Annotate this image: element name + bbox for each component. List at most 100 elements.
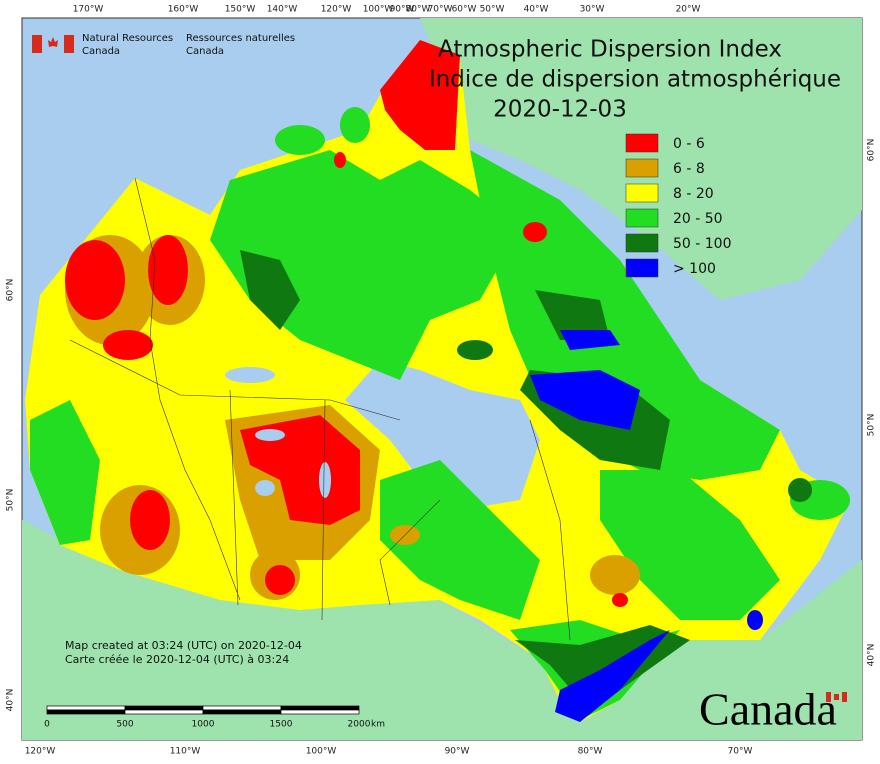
hudson-bay	[345, 360, 540, 510]
area-50-100	[457, 340, 493, 360]
area-20-50	[380, 460, 540, 620]
area-20-50	[275, 125, 325, 155]
legend-swatch	[625, 208, 659, 228]
top-longitude-label: 160°W	[168, 5, 199, 15]
scale-segment	[124, 709, 204, 715]
scale-segment	[124, 705, 204, 711]
bottom-longitude-label: 80°W	[578, 747, 603, 757]
united-states	[22, 520, 862, 740]
area-20-50	[600, 470, 780, 620]
area-0-6	[380, 40, 460, 150]
maple-leaf	[48, 37, 58, 47]
agency-fr: Canada	[186, 46, 224, 57]
bottom-longitude-label: 120°W	[25, 747, 56, 757]
scale-segment	[46, 705, 126, 711]
legend-swatch	[625, 133, 659, 153]
legend-label: 6 - 8	[673, 161, 705, 177]
area-0-6	[65, 240, 125, 320]
legend-label: 0 - 6	[673, 136, 705, 152]
area-20-50	[340, 107, 370, 143]
top-longitude-label: 60°W	[452, 5, 477, 15]
legend-swatch	[625, 158, 659, 178]
area-0-6	[130, 490, 170, 550]
legend-swatch	[625, 233, 659, 253]
bottom-longitude-label: 90°W	[445, 747, 470, 757]
area-100-plus	[555, 630, 670, 722]
legend-label: 8 - 20	[673, 186, 714, 202]
title-date: 2020-12-03	[493, 97, 627, 123]
legend-label: > 100	[673, 261, 716, 277]
flag-bar	[64, 35, 74, 53]
left-latitude-label: 50°N	[6, 489, 16, 512]
legend-swatch	[625, 258, 659, 278]
scale-label: 2000	[348, 720, 371, 730]
top-longitude-label: 150°W	[225, 5, 256, 15]
right-latitude-label: 40°N	[867, 644, 877, 667]
top-longitude-label: 50°W	[480, 5, 505, 15]
area-50-100	[240, 250, 300, 330]
graticule-labels: 170°W 160°W 150°W 140°W 120°W 100°W90°W80°W70…	[6, 5, 877, 757]
agency-en: Natural Resources	[82, 33, 173, 44]
lake	[225, 367, 275, 383]
scale-label: 0	[44, 720, 50, 730]
bottom-longitude-label: 110°W	[170, 747, 201, 757]
note: Map created at 03:24 (UTC) on 2020-12-04	[65, 639, 302, 652]
area-100-plus	[530, 370, 640, 430]
scale-label: 500	[116, 720, 133, 730]
maple-leaf	[834, 694, 839, 700]
area-50-100	[788, 478, 812, 502]
scale-segment	[202, 705, 282, 711]
left-latitude-label: 60°N	[6, 279, 16, 302]
province-border	[134, 177, 241, 601]
scale-segment	[46, 709, 126, 715]
title-fr: Indice de dispersion atmosphérique	[429, 67, 841, 93]
top-longitude-label: 20°W	[676, 5, 701, 15]
legend: 0 - 6 6 - 8 8 - 20 20 - 50 50 - 100 > 100	[625, 133, 732, 278]
top-longitude-label: 80°W	[406, 5, 431, 15]
flag-bar	[826, 692, 831, 702]
left-latitude-label: 40°N	[6, 689, 16, 712]
wordmark: Canada	[699, 684, 837, 735]
top-longitude-label: 90°W	[390, 5, 415, 15]
top-longitude-label: 100°W	[363, 5, 394, 15]
top-longitude-label: 140°W	[267, 5, 298, 15]
province-border	[379, 499, 441, 606]
legend-label: 20 - 50	[673, 211, 723, 227]
province-border	[529, 419, 571, 641]
area-50-100	[535, 290, 610, 340]
lake	[319, 462, 331, 498]
scale-segment	[280, 705, 360, 711]
province-border	[321, 399, 326, 621]
flag-bar	[32, 35, 42, 53]
scale-label: 1000	[192, 720, 215, 730]
area-0-6	[612, 593, 628, 607]
map-frame	[21, 17, 863, 741]
wordmark-flag	[826, 692, 847, 702]
agency-en: Canada	[82, 46, 120, 57]
title-en: Atmospheric Dispersion Index	[438, 37, 782, 63]
area-0-6	[265, 565, 295, 595]
legend-label: 50 - 100	[673, 236, 732, 252]
scale-bar: 0 500 1000 1500 2000 km	[44, 705, 385, 730]
flag-bar	[842, 692, 847, 702]
province-border	[229, 389, 239, 606]
scale-unit: km	[371, 720, 385, 730]
lakes	[225, 367, 331, 498]
area-6-8	[590, 555, 640, 595]
area-20-50	[30, 400, 100, 545]
bottom-longitude-label: 70°W	[728, 747, 753, 757]
area-0-6	[240, 415, 360, 525]
legend-swatch	[625, 183, 659, 203]
area-20-50	[210, 150, 520, 380]
top-longitude-label: 30°W	[580, 5, 605, 15]
agency-fr: Ressources naturelles	[186, 33, 295, 44]
blue-areas	[530, 330, 763, 722]
right-latitude-label: 50°N	[867, 414, 877, 437]
lake	[255, 480, 275, 496]
top-longitude-label: 70°W	[428, 5, 453, 15]
scale-label: 1500	[270, 720, 293, 730]
area-0-6	[334, 152, 346, 168]
area-100-plus	[747, 610, 763, 630]
green-areas	[30, 107, 850, 720]
